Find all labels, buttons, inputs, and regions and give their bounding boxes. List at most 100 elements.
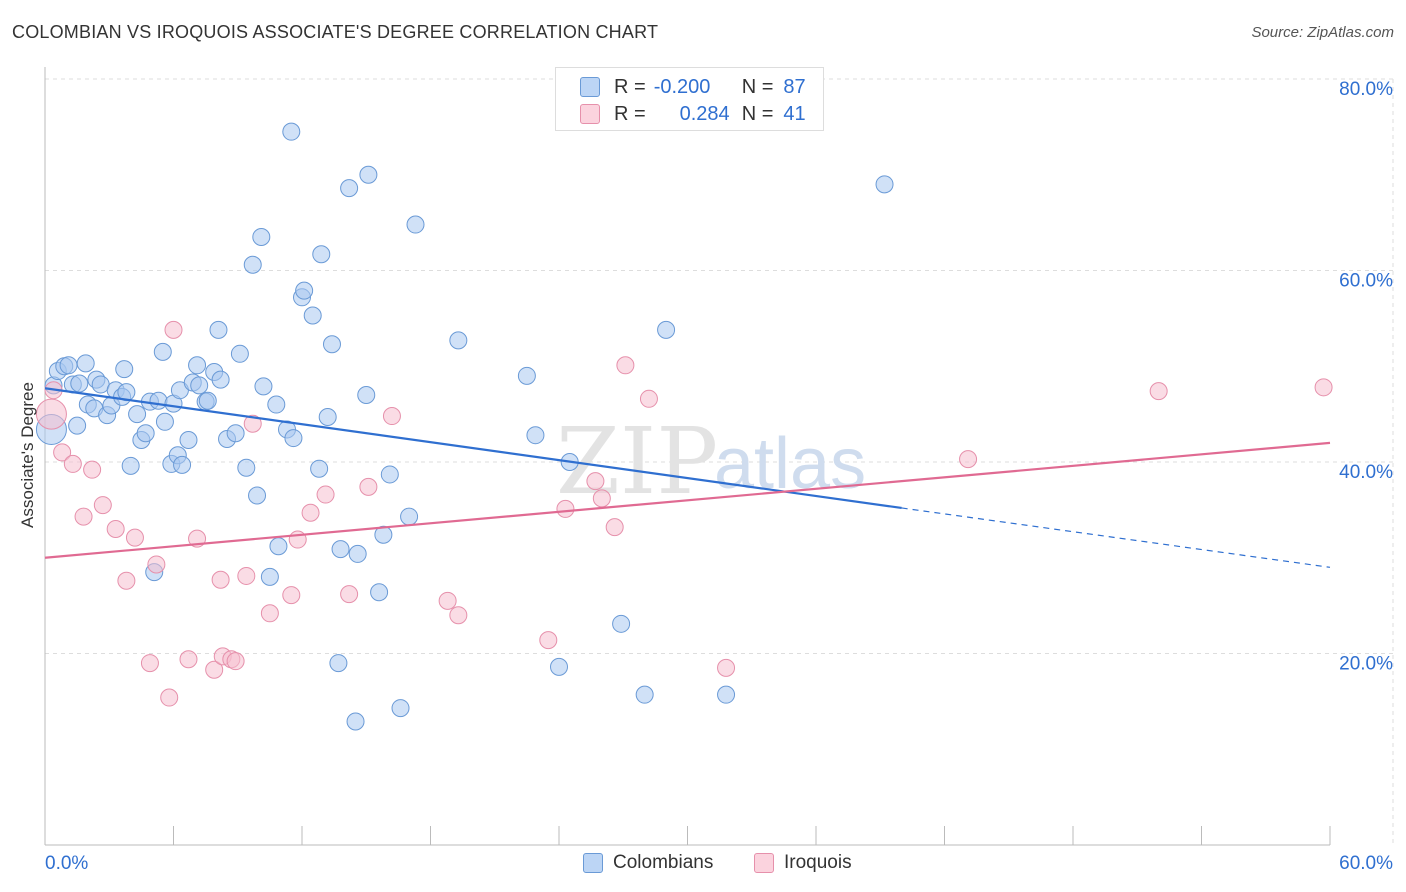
colombians-trend-line	[44, 387, 902, 510]
legend-r-label: R =	[614, 102, 646, 125]
colombian-point	[179, 430, 198, 449]
iroquois-point	[340, 585, 359, 604]
colombian-point	[173, 455, 192, 474]
iroquois-point	[93, 496, 112, 515]
iroquois-point	[316, 485, 335, 504]
colombian-point	[198, 391, 217, 410]
source-label: Source: ZipAtlas.com	[1251, 24, 1394, 41]
colombian-point	[391, 699, 410, 718]
iroquois-point	[83, 460, 102, 479]
legend-swatch-iroquois	[754, 853, 774, 873]
colombian-point	[295, 281, 314, 300]
watermark: ZIP atlas	[556, 408, 866, 515]
iroquois-point	[586, 472, 605, 491]
iroquois-point	[605, 518, 624, 537]
colombian-point	[303, 306, 322, 325]
colombian-point	[76, 354, 95, 373]
iroquois-point	[260, 604, 279, 623]
colombian-point	[875, 175, 894, 194]
iroquois-point	[179, 650, 198, 669]
legend-row-colombians: R = -0.200 N = 87	[580, 73, 806, 101]
colombian-point	[406, 215, 425, 234]
colombian-point	[329, 654, 348, 673]
iroquois-point	[243, 414, 262, 433]
colombian-point	[128, 405, 147, 424]
colombian-point	[449, 331, 468, 350]
colombian-point	[340, 179, 359, 198]
colombian-point	[188, 356, 207, 375]
iroquois-point	[1149, 382, 1168, 401]
iroquois-point	[226, 652, 245, 671]
colombian-point	[318, 407, 337, 426]
colombian-point	[70, 374, 89, 393]
colombian-point	[400, 507, 419, 526]
colombian-point	[115, 360, 134, 379]
points-layer	[35, 122, 1333, 731]
colombian-point	[59, 356, 78, 375]
iroquois-point	[53, 443, 72, 462]
colombian-point	[380, 465, 399, 484]
watermark-zip: ZIP	[556, 408, 718, 515]
iroquois-point	[147, 555, 166, 574]
colombian-point	[190, 376, 209, 395]
iroquois-trend-line	[44, 441, 1331, 559]
legend-r-label: R =	[614, 75, 646, 98]
legend-n-label: N =	[741, 75, 774, 98]
bottom-legend-colombians[interactable]: Colombians	[583, 852, 713, 874]
colombian-point	[331, 540, 350, 559]
colombian-point	[357, 385, 376, 404]
colombian-point	[310, 459, 329, 478]
y-tick-label: 20.0%	[1339, 654, 1393, 675]
colombian-point	[612, 614, 631, 633]
iroquois-point	[63, 454, 82, 473]
colombian-point	[149, 391, 168, 410]
colombian-point	[121, 456, 140, 475]
colombian-point	[209, 320, 228, 339]
colombian-point	[248, 486, 267, 505]
colombian-point	[717, 685, 736, 704]
iroquois-point	[74, 507, 93, 526]
iroquois-point	[301, 503, 320, 522]
iroquois-point	[639, 389, 658, 408]
iroquois-point	[382, 407, 401, 426]
colombian-point	[346, 712, 365, 731]
iroquois-point	[592, 489, 611, 508]
colombian-point	[374, 525, 393, 544]
bottom-legend-iroquois[interactable]: Iroquois	[754, 852, 852, 874]
x-tick-label: 0.0%	[45, 853, 88, 874]
iroquois-point	[35, 398, 67, 430]
colombian-point	[370, 583, 389, 602]
iroquois-point	[211, 570, 230, 589]
colombian-point	[153, 342, 172, 361]
y-tick-label: 40.0%	[1339, 462, 1393, 483]
colombian-point	[230, 344, 249, 363]
iroquois-point	[237, 566, 256, 585]
iroquois-point	[160, 688, 179, 707]
colombian-point	[550, 657, 568, 676]
legend-label-colombians: Colombians	[613, 852, 714, 873]
iroquois-point	[1314, 378, 1333, 397]
legend-swatch-colombians	[583, 853, 603, 873]
iroquois-point	[556, 499, 575, 518]
colombians-trend-extension	[901, 507, 1331, 568]
colombian-point	[91, 375, 110, 394]
legend-swatch-iroquois	[580, 104, 600, 124]
grid-layer	[45, 78, 1394, 845]
iroquois-point	[140, 654, 159, 673]
y-tick-label: 60.0%	[1339, 271, 1393, 292]
colombian-point	[267, 395, 286, 414]
colombian-point	[136, 424, 155, 443]
colombian-point	[254, 377, 273, 396]
y-tick-label: 80.0%	[1339, 79, 1393, 100]
iroquois-point	[359, 477, 378, 496]
colombian-point	[526, 426, 545, 445]
colombian-point	[635, 685, 654, 704]
colombian-point	[282, 122, 301, 141]
legend-n-label: N =	[741, 102, 774, 125]
iroquois-point	[106, 520, 125, 539]
legend-r-value: -0.200	[653, 75, 711, 98]
colombian-point	[657, 320, 676, 339]
iroquois-point	[959, 450, 978, 469]
iroquois-point	[539, 631, 558, 650]
